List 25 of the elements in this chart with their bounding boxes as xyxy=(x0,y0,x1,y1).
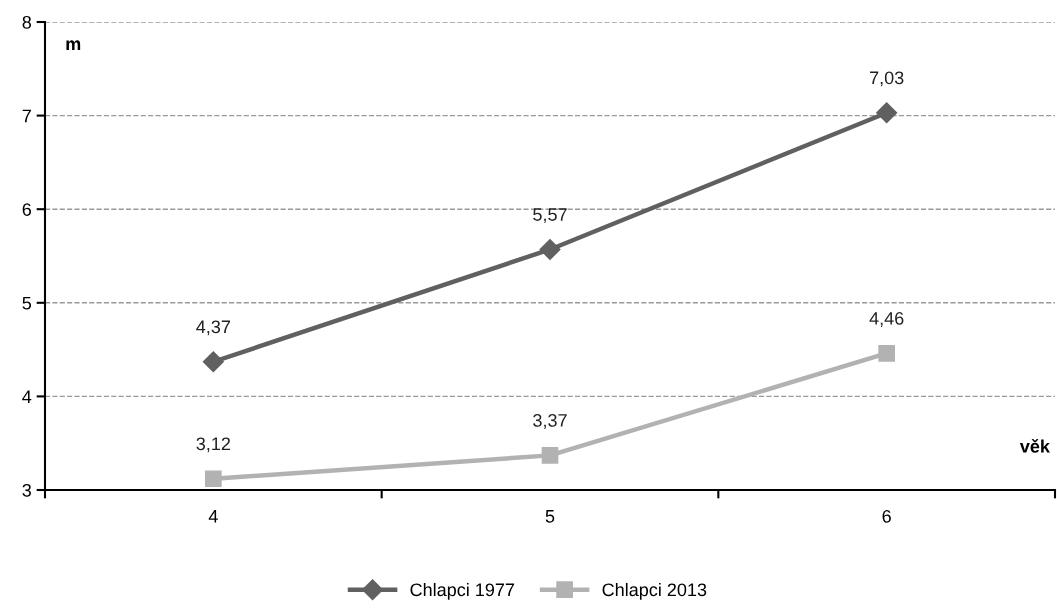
point xyxy=(541,447,559,464)
legend-label: Chlapci 2013 xyxy=(602,582,707,600)
x-tick-label: 5 xyxy=(545,510,555,523)
y-tick-label: 6 xyxy=(22,203,32,216)
y-tick-label: 5 xyxy=(22,296,32,310)
data-label: 4,46 xyxy=(869,311,904,327)
data-label: 5,57 xyxy=(533,208,567,224)
y-tick-label: 8 xyxy=(22,15,32,29)
data-label: 4,37 xyxy=(196,320,230,336)
y-tick-label: 7 xyxy=(22,109,31,123)
data-label: 3,12 xyxy=(196,437,230,453)
point xyxy=(204,470,222,488)
point xyxy=(539,238,561,260)
y-tick-label: 4 xyxy=(22,390,32,403)
y-axis-title: m xyxy=(66,40,81,51)
legend-label: Chlapci 1977 xyxy=(410,582,515,600)
point xyxy=(878,345,896,362)
y-tick-label: 3 xyxy=(22,483,32,497)
point xyxy=(202,351,224,373)
x-tick-label: 4 xyxy=(208,510,218,523)
data-label: 3,37 xyxy=(533,414,567,429)
data-label: 7,03 xyxy=(870,71,904,87)
x-tick-label: 6 xyxy=(882,509,891,523)
point xyxy=(876,102,898,124)
x-axis-title: věk xyxy=(1019,439,1050,453)
